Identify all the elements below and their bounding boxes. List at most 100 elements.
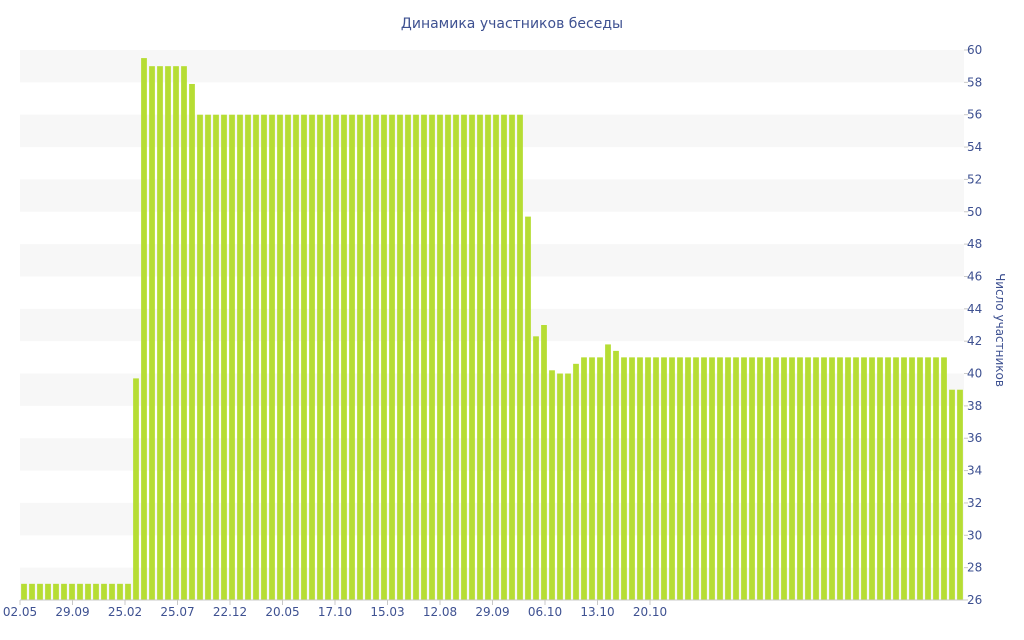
x-tick-label: 29.09 <box>55 605 89 619</box>
y-tick-label: 54 <box>967 140 982 154</box>
bar <box>501 114 507 601</box>
bar <box>325 114 331 601</box>
y-tick-label: 40 <box>967 367 982 381</box>
x-tick-label: 15.03 <box>370 605 404 619</box>
bar <box>357 114 363 601</box>
y-tick-label: 50 <box>967 205 982 219</box>
bar <box>477 114 483 601</box>
y-tick-label: 30 <box>967 528 982 542</box>
bar <box>605 344 611 600</box>
bar <box>237 114 243 601</box>
bar <box>429 114 435 601</box>
bar <box>397 114 403 601</box>
y-tick-label: 44 <box>967 302 982 316</box>
bar <box>541 325 547 600</box>
bar <box>37 583 43 600</box>
bar <box>621 357 627 600</box>
x-tick-label: 20.10 <box>633 605 667 619</box>
y-tick-label: 36 <box>967 431 982 445</box>
bar <box>317 114 323 601</box>
y-tick-label: 56 <box>967 108 982 122</box>
bar <box>661 357 667 600</box>
bar <box>533 336 539 600</box>
bar <box>245 114 251 601</box>
bar <box>149 66 155 601</box>
bar <box>629 357 635 600</box>
bar <box>717 357 723 600</box>
x-tick-label: 25.02 <box>108 605 142 619</box>
bar <box>21 583 27 600</box>
bar <box>373 114 379 601</box>
y-tick-label: 32 <box>967 496 982 510</box>
y-tick-label: 42 <box>967 334 982 348</box>
x-axis-ticks: 02.05 29.09 25.02 25.07 22.12 20.05 17.10 15.03… <box>3 599 964 619</box>
bar <box>749 357 755 600</box>
bar <box>437 114 443 601</box>
bar <box>141 58 147 600</box>
bar <box>893 357 899 600</box>
bar <box>117 583 123 600</box>
x-tick-label: 29.09 <box>475 605 509 619</box>
bar <box>205 114 211 601</box>
bar <box>693 357 699 600</box>
bar <box>421 114 427 601</box>
x-tick-label: 13.10 <box>580 605 614 619</box>
bar <box>165 66 171 601</box>
bar <box>181 66 187 601</box>
y-tick-label: 26 <box>967 593 982 607</box>
bar <box>213 114 219 601</box>
bar <box>189 83 195 601</box>
bar <box>157 66 163 601</box>
bar <box>925 357 931 600</box>
bar <box>685 357 691 600</box>
bar <box>805 357 811 600</box>
bar <box>597 357 603 600</box>
chart-title: Динамика участников беседы <box>401 16 623 32</box>
bar <box>45 583 51 600</box>
y-tick-label: 28 <box>967 561 982 575</box>
bar <box>781 357 787 600</box>
bar <box>277 114 283 601</box>
bar <box>509 114 515 601</box>
bar <box>853 357 859 600</box>
bar <box>613 350 619 600</box>
bar <box>309 114 315 601</box>
bars <box>21 58 963 601</box>
bar <box>957 389 963 600</box>
bar <box>445 114 451 601</box>
bar <box>829 357 835 600</box>
bar <box>101 583 107 600</box>
bar <box>949 389 955 600</box>
bar <box>69 583 75 600</box>
y-axis-ticks: 26 28 30 32 34 36 38 40 42 44 46 48 50 52 54 56 58 60 <box>964 43 982 607</box>
bar <box>261 114 267 601</box>
x-tick-label: 22.12 <box>213 605 247 619</box>
bar <box>341 114 347 601</box>
y-tick-label: 52 <box>967 172 982 186</box>
bar <box>765 357 771 600</box>
x-tick-label: 20.05 <box>265 605 299 619</box>
bar <box>565 373 571 600</box>
y-axis-label: Число участников <box>993 273 1007 387</box>
y-tick-label: 38 <box>967 399 982 413</box>
bar <box>525 216 531 600</box>
bar <box>709 357 715 600</box>
bar <box>109 583 115 600</box>
bar <box>253 114 259 601</box>
bar <box>461 114 467 601</box>
bar <box>349 114 355 601</box>
bar <box>589 357 595 600</box>
x-tick-label: 25.07 <box>160 605 194 619</box>
bar <box>821 357 827 600</box>
bar <box>637 357 643 600</box>
bar <box>757 357 763 600</box>
y-tick-label: 48 <box>967 237 982 251</box>
bar <box>877 357 883 600</box>
bar <box>733 357 739 600</box>
bar <box>381 114 387 601</box>
bar <box>133 378 139 600</box>
bar <box>573 363 579 600</box>
x-tick-label: 02.05 <box>3 605 37 619</box>
bar <box>173 66 179 601</box>
